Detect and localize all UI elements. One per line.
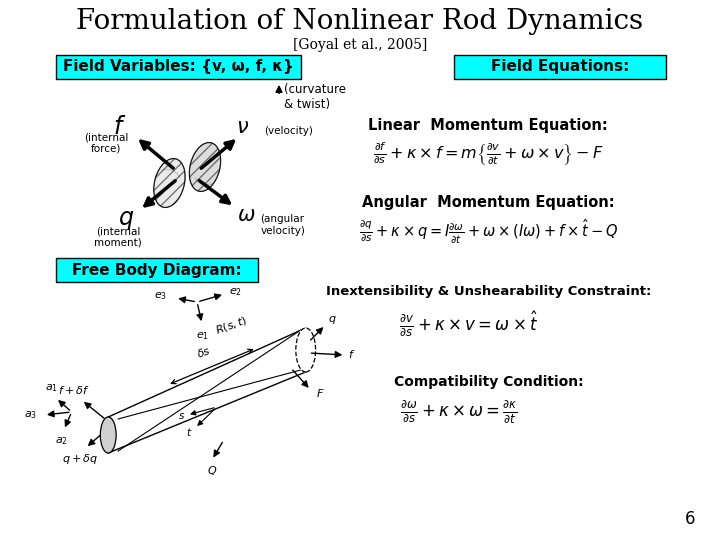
Text: $R(s,t)$: $R(s,t)$: [214, 313, 250, 337]
Text: $e_1$: $e_1$: [197, 330, 210, 342]
Text: $a_3$: $a_3$: [24, 409, 37, 421]
FancyBboxPatch shape: [454, 55, 666, 79]
Ellipse shape: [189, 143, 220, 192]
Text: $\delta s$: $\delta s$: [195, 344, 213, 360]
Text: (internal
moment): (internal moment): [94, 226, 142, 248]
Text: $\frac{\partial q}{\partial s} + \kappa \times q = I\frac{\partial\omega}{\parti: $\frac{\partial q}{\partial s} + \kappa …: [359, 218, 618, 246]
Text: Inextensibility & Unshearability Constraint:: Inextensibility & Unshearability Constra…: [325, 285, 651, 298]
Text: $e_3$: $e_3$: [154, 290, 168, 302]
Text: Angular  Momentum Equation:: Angular Momentum Equation:: [362, 195, 615, 210]
Text: Linear  Momentum Equation:: Linear Momentum Equation:: [369, 118, 608, 133]
Text: $f$: $f$: [348, 348, 356, 360]
Text: (internal
force): (internal force): [84, 132, 128, 154]
Text: (velocity): (velocity): [264, 126, 313, 136]
Ellipse shape: [296, 328, 315, 372]
Text: [Goyal et al., 2005]: [Goyal et al., 2005]: [293, 38, 427, 52]
Text: $q$: $q$: [328, 314, 337, 326]
Text: $\frac{\partial \omega}{\partial s} + \kappa \times \omega = \frac{\partial \kap: $\frac{\partial \omega}{\partial s} + \k…: [400, 398, 518, 424]
Text: Free Body Diagram:: Free Body Diagram:: [72, 262, 242, 278]
Text: $t$: $t$: [186, 426, 192, 438]
Text: $a_2$: $a_2$: [55, 435, 68, 447]
Text: $\frac{\partial f}{\partial s} + \kappa \times f = m\left\{\frac{\partial v}{\pa: $\frac{\partial f}{\partial s} + \kappa …: [373, 140, 603, 167]
Text: $q$: $q$: [118, 208, 134, 232]
Text: Field Equations:: Field Equations:: [491, 59, 629, 75]
Text: $\frac{\partial v}{\partial s} + \kappa \times v = \omega \times \hat{t}$: $\frac{\partial v}{\partial s} + \kappa …: [399, 310, 539, 339]
Text: (angular
velocity): (angular velocity): [261, 214, 305, 236]
Text: Field Variables: {v, ω, f, κ}: Field Variables: {v, ω, f, κ}: [63, 59, 294, 75]
Text: $\nu$: $\nu$: [236, 117, 249, 137]
Text: $Q$: $Q$: [207, 464, 217, 477]
Text: Formulation of Nonlinear Rod Dynamics: Formulation of Nonlinear Rod Dynamics: [76, 8, 644, 35]
Text: Compatibility Condition:: Compatibility Condition:: [394, 375, 583, 389]
Text: $a_1$: $a_1$: [45, 382, 58, 394]
FancyBboxPatch shape: [56, 55, 301, 79]
Text: $f+\delta f$: $f+\delta f$: [58, 384, 89, 396]
Text: $\omega$: $\omega$: [237, 205, 256, 225]
Ellipse shape: [100, 417, 116, 453]
FancyBboxPatch shape: [56, 258, 258, 282]
Ellipse shape: [154, 159, 185, 207]
Text: 6: 6: [685, 510, 696, 528]
Text: (curvature
& twist): (curvature & twist): [284, 83, 346, 111]
Text: $e_2$: $e_2$: [229, 286, 242, 298]
Text: $F$: $F$: [315, 387, 324, 399]
Text: $s$: $s$: [178, 411, 185, 421]
Text: $q+\delta q$: $q+\delta q$: [61, 452, 98, 466]
Text: $f$: $f$: [114, 116, 127, 138]
